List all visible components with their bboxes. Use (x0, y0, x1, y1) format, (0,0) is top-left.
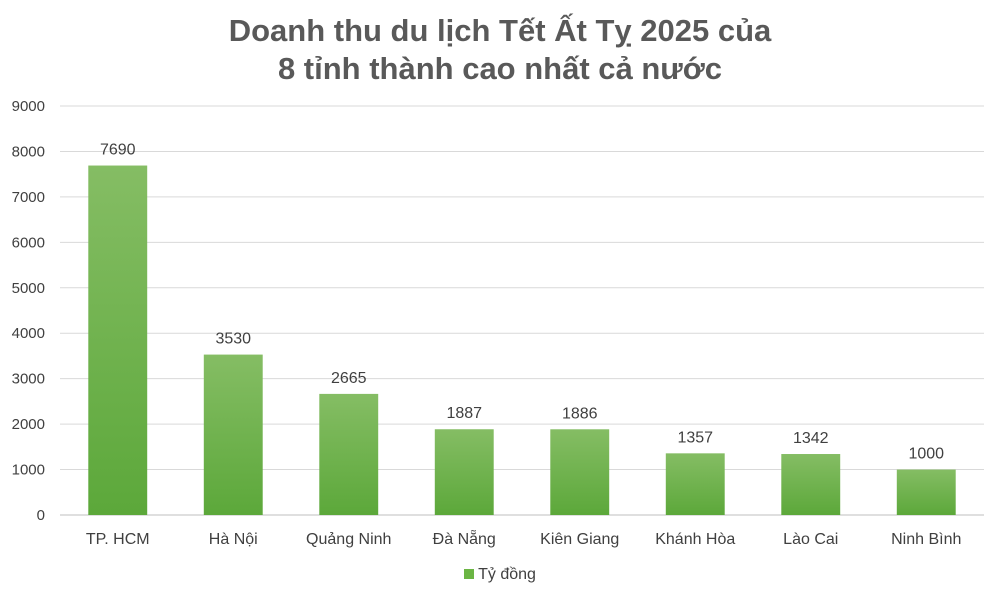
data-label: 1000 (908, 446, 944, 463)
bar (203, 354, 263, 515)
y-tick-label: 3000 (12, 371, 45, 388)
x-category-label: Lào Cai (783, 531, 838, 548)
x-category-label: Hà Nội (209, 531, 258, 548)
x-axis-categories: TP. HCM Hà Nội Quảng Ninh Đà Nẵng Kiên Giang… (86, 529, 961, 548)
data-labels: 7690 3530 2665 1887 1886 1357 1342 1000 (100, 142, 944, 463)
data-label: 1357 (677, 429, 713, 446)
legend-label: Tỷ đồng (478, 566, 536, 583)
y-tick-label: 2000 (12, 416, 45, 433)
chart-title-line-1: Doanh thu du lịch Tết Ất Tỵ 2025 của (228, 13, 772, 48)
data-label: 3530 (215, 331, 251, 348)
x-category-label: Đà Nẵng (433, 529, 496, 548)
gridlines (60, 105, 984, 516)
bars (88, 165, 956, 515)
y-tick-label: 6000 (12, 234, 45, 251)
chart-title-line-2: 8 tỉnh thành cao nhất cả nước (277, 51, 723, 86)
y-tick-label: 8000 (12, 143, 45, 160)
y-tick-label: 4000 (12, 325, 45, 342)
chart-title: Doanh thu du lịch Tết Ất Tỵ 2025 của 8 t… (0, 12, 1000, 88)
data-label: 1342 (793, 430, 829, 447)
x-category-label: Kiên Giang (540, 531, 619, 548)
bar (896, 469, 956, 515)
y-tick-label: 5000 (12, 280, 45, 297)
x-category-label: Quảng Ninh (306, 531, 391, 548)
y-tick-label: 0 (37, 507, 45, 524)
y-tick-label: 7000 (12, 189, 45, 206)
data-label: 7690 (100, 142, 136, 159)
x-category-label: Khánh Hòa (655, 531, 735, 548)
bar (665, 453, 725, 515)
y-tick-label: 1000 (12, 462, 45, 479)
bar (781, 454, 841, 515)
x-category-label: Ninh Bình (891, 531, 961, 548)
x-category-label: TP. HCM (86, 531, 150, 548)
data-label: 1886 (562, 405, 598, 422)
y-tick-label: 9000 (12, 98, 45, 115)
y-axis-ticks: 0 1000 2000 3000 4000 5000 6000 7000 8000 9000 (12, 98, 45, 524)
data-label: 1887 (446, 405, 482, 422)
bar (88, 165, 148, 515)
bar (319, 393, 379, 515)
bar (550, 429, 610, 515)
legend: Tỷ đồng (0, 566, 1000, 584)
bar (434, 429, 494, 515)
legend-swatch (464, 568, 475, 579)
data-label: 2665 (331, 370, 367, 387)
